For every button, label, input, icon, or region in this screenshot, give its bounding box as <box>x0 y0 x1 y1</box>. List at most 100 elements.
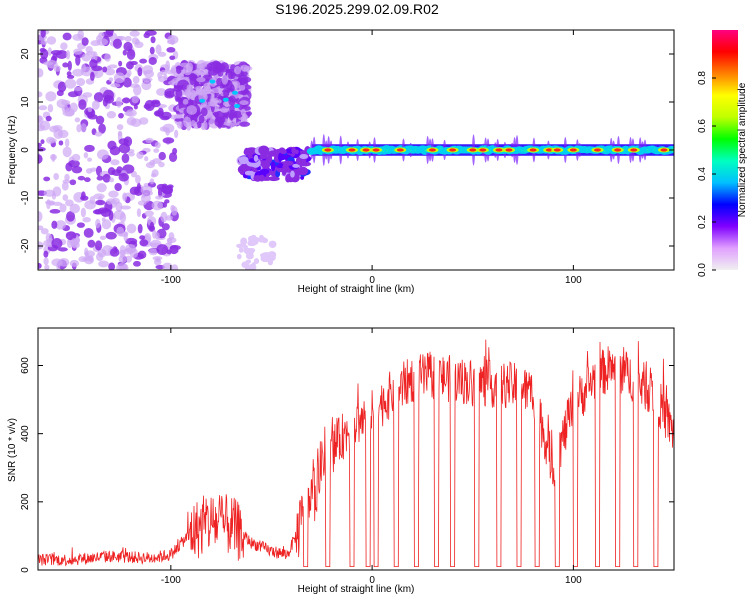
noise-blob <box>62 32 72 41</box>
signal-peak <box>199 98 206 103</box>
noise-blob <box>122 49 127 56</box>
y-tick-label: 400 <box>20 425 31 442</box>
noise-blob <box>112 38 122 49</box>
x-tick-label: -100 <box>161 275 181 286</box>
noise-blob <box>74 117 81 123</box>
noise-blob <box>38 91 43 98</box>
noise-blob <box>118 112 124 119</box>
signal-blob <box>267 154 273 164</box>
noise-blob <box>149 221 155 231</box>
noise-blob <box>207 69 219 76</box>
noise-blob <box>43 189 56 197</box>
noise-blob <box>240 108 246 117</box>
noise-blob <box>81 191 86 200</box>
noise-blob <box>71 241 80 249</box>
noise-blob <box>136 182 141 193</box>
noise-blob <box>51 220 58 229</box>
noise-blob <box>167 185 173 194</box>
noise-blob <box>108 262 116 270</box>
noise-blob <box>223 90 230 97</box>
noise-blob <box>206 63 213 72</box>
noise-blob <box>38 154 43 164</box>
snr-xlabel: Height of straight line (km) <box>298 584 415 595</box>
noise-blob <box>168 152 178 163</box>
noise-blob <box>106 111 117 119</box>
noise-blob <box>118 255 128 264</box>
noise-blob <box>174 129 179 139</box>
noise-blob <box>51 153 56 162</box>
noise-blob <box>146 216 157 227</box>
noise-blob <box>50 49 63 56</box>
noise-blob <box>118 60 123 67</box>
noise-blob <box>139 235 146 240</box>
signal-peak <box>232 90 239 95</box>
noise-blob <box>45 115 52 122</box>
noise-blob <box>136 151 144 159</box>
noise-blob <box>156 244 169 255</box>
noise-blob <box>52 125 63 132</box>
noise-blob <box>169 55 176 61</box>
noise-blob <box>116 124 124 131</box>
noise-blob <box>143 103 152 110</box>
noise-blob <box>38 142 42 148</box>
signal-blob <box>294 168 301 174</box>
noise-blob <box>84 200 96 210</box>
noise-blob <box>174 117 186 123</box>
signal-blob <box>280 149 287 155</box>
noise-blob <box>253 258 260 265</box>
noise-blob <box>122 192 128 202</box>
noise-blob <box>109 146 121 156</box>
noise-blob <box>38 68 44 78</box>
noise-blob <box>40 30 46 38</box>
noise-blob <box>233 81 238 88</box>
noise-blob <box>38 241 44 250</box>
noise-blob <box>64 173 70 182</box>
noise-blob <box>38 225 44 231</box>
noise-blob <box>267 251 277 259</box>
colorbar-gradient <box>712 30 738 270</box>
noise-blob <box>126 223 137 234</box>
noise-blob <box>84 144 95 153</box>
noise-blob <box>268 240 277 248</box>
noise-blob <box>200 107 208 117</box>
signal-blob <box>282 160 294 166</box>
colorbar-tick-label: 0.8 <box>697 71 708 85</box>
signal-blob <box>292 163 300 168</box>
noise-blob <box>38 115 44 125</box>
noise-blob <box>76 78 86 86</box>
ridge-peak <box>449 148 457 152</box>
signal-peak <box>209 79 216 84</box>
noise-blob <box>38 262 42 269</box>
noise-blob <box>53 128 64 140</box>
signal-blob <box>290 170 295 178</box>
signal-blob <box>267 176 280 182</box>
noise-blob <box>129 83 140 88</box>
noise-blob <box>239 121 251 127</box>
noise-blob <box>166 46 176 53</box>
noise-blob <box>245 259 252 264</box>
noise-blob <box>244 266 250 270</box>
noise-blob <box>73 86 83 91</box>
y-tick-label: -20 <box>20 238 31 253</box>
noise-blob <box>96 35 103 43</box>
noise-blob <box>210 94 215 102</box>
noise-blob <box>134 41 144 49</box>
colorbar-tick-label: 0.6 <box>697 119 708 133</box>
x-tick-label: 100 <box>565 275 582 286</box>
noise-blob <box>81 37 89 46</box>
noise-blob <box>143 32 150 39</box>
noise-blob <box>158 151 166 161</box>
spectrogram-ylabel: Frequency (Hz) <box>7 116 18 185</box>
ridge-peak <box>372 148 380 152</box>
ridge-peak <box>614 148 622 152</box>
noise-blob <box>248 239 256 244</box>
noise-blob <box>260 252 268 258</box>
noise-blob <box>119 266 126 270</box>
noise-blob <box>40 139 45 145</box>
snr-layer <box>37 339 675 567</box>
spectrogram-layer <box>38 30 674 270</box>
noise-blob <box>131 95 139 104</box>
snr-panel: -100 0 100 0 200 400 600 Height of straight li… <box>7 327 675 595</box>
colorbar-label: Normalized spectral amplitude <box>737 82 748 217</box>
